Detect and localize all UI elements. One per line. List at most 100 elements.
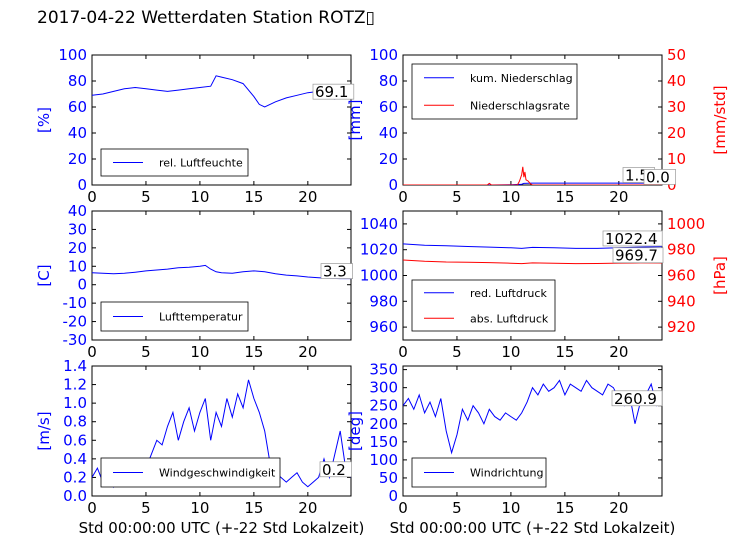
y-tick-label: 40 [68,124,87,142]
annotation-label: 0.2 [322,461,346,479]
legend-label: Niederschlagsrate [470,99,570,112]
x-tick-label: 20 [298,188,317,206]
annotation-label: 3.3 [323,263,347,281]
x-tick-label: 20 [609,343,628,361]
x-tick-label: 5 [141,343,151,361]
series-line [403,166,662,185]
y2-tick-label: 940 [667,292,696,310]
y-axis-label: [%] [35,107,53,133]
panel-wind_speed: 0 5 10 15 200.00.20.40.60.81.01.21.4[m/s]Std… [35,357,364,537]
y2-tick-label: 20 [667,124,686,142]
y-tick-label: -20 [63,313,88,331]
y-tick-label: 80 [68,72,87,90]
legend-label: red. Luftdruck [470,287,547,300]
y-tick-label: 40 [379,124,398,142]
y-tick-label: 60 [68,98,87,116]
x-tick-label: 5 [141,188,151,206]
annotation-box [612,247,664,264]
panel-humidity: 0 5 10 15 20 0 20 40 60 80 100 [%] rel. Luftfeuchte 6… [35,46,355,206]
y-tick-label: 50 [379,469,398,487]
y-axis-label: [mm] [346,100,364,141]
x-axis-label: Std 00:00:00 UTC (+-22 Std Lokalzeit) [79,519,365,537]
y-tick-label: 150 [369,433,398,451]
x-tick-label: 10 [190,499,209,517]
y2-tick-label: 920 [667,318,696,336]
y-tick-label: 0.8 [63,413,87,431]
y-tick-label: 250 [369,397,398,415]
annotation-box [312,83,355,100]
y-tick-label: 0 [77,176,87,194]
y2-tick-label: 10 [667,150,686,168]
page-title: 2017-04-22 Wetterdaten Station ROTZ▯ [37,8,375,28]
y-tick-label: 0.0 [63,487,87,505]
x-tick-label: 10 [501,343,520,361]
y2-axis-label: [hPa] [711,256,729,295]
x-tick-label: 5 [452,499,462,517]
legend-label: Windgeschwindigkeit [159,467,276,480]
y-axis-label: [m/s] [35,411,53,450]
y-tick-label: 1.2 [63,376,87,394]
annotation-box [320,263,353,279]
panel-precipitation: 0 5 10 15 20 0 20 40 60 80 100 0 10 20 30 40 50 [mm] [mm/s… [346,46,729,206]
x-tick-label: 10 [190,188,209,206]
x-tick-label: 20 [298,499,317,517]
y-tick-label: 100 [369,451,398,469]
y2-tick-label: 50 [667,46,686,64]
y2-tick-label: 40 [667,72,686,90]
annotation-label: 1.5 [625,167,649,185]
y-tick-label: 20 [68,239,87,257]
legend-label: rel. Luftfeuchte [159,157,243,170]
x-tick-label: 10 [501,188,520,206]
x-tick-label: 0 [398,343,408,361]
x-tick-label: 15 [244,188,263,206]
panel-temperature: 0 5 10 15 20-30-20-10010203040[C]Lufttempera… [35,202,353,361]
x-tick-label: 10 [501,499,520,517]
y-tick-label: 0.2 [63,468,87,486]
y-tick-label: 0 [388,176,398,194]
y-tick-label: 350 [369,361,398,379]
annotation-box [643,169,676,185]
x-tick-label: 20 [298,343,317,361]
y-tick-label: 30 [68,220,87,238]
annotation-label: 0.0 [646,168,670,186]
series-line [403,182,662,185]
x-tick-label: 5 [452,343,462,361]
x-tick-label: 5 [452,188,462,206]
x-tick-label: 5 [141,499,151,517]
annotation-label: 69.1 [315,83,348,101]
y2-axis-label: [mm/std] [711,85,729,154]
y-tick-label: 1020 [360,241,398,259]
y-tick-label: 20 [379,150,398,168]
x-tick-label: 15 [555,499,574,517]
y-axis-label: [deg] [346,411,364,451]
x-tick-label: 15 [244,343,263,361]
x-tick-label: 15 [555,188,574,206]
series-line [403,259,662,265]
y-tick-label: 0.6 [63,431,87,449]
panel-pressure: 0 5 10 15 20 960 980 1000 1020 1040 920 940 960 980 10… [360,210,729,361]
legend-label: abs. Luftdruck [470,312,549,325]
x-tick-label: 15 [555,343,574,361]
y-tick-label: 40 [68,202,87,220]
x-tick-label: 10 [190,343,209,361]
y2-tick-label: 30 [667,98,686,116]
y-tick-label: 0 [77,276,87,294]
x-tick-label: 0 [87,343,97,361]
y-tick-label: 0.4 [63,450,87,468]
x-tick-label: 0 [87,499,97,517]
x-axis-label: Std 00:00:00 UTC (+-22 Std Lokalzeit) [390,519,676,537]
y-tick-label: 1.0 [63,394,87,412]
y2-tick-label: 1000 [667,215,705,233]
legend-box [411,63,578,120]
y-tick-label: 300 [369,379,398,397]
annotation-box [602,230,663,247]
legend-label: Lufttemperatur [159,311,243,324]
y-axis-label: [C] [35,264,53,286]
x-tick-label: 0 [398,188,408,206]
annotation-box [319,461,352,478]
annotation-label: 1022.4 [605,230,658,248]
legend-label: kum. Niederschlag [470,72,573,85]
